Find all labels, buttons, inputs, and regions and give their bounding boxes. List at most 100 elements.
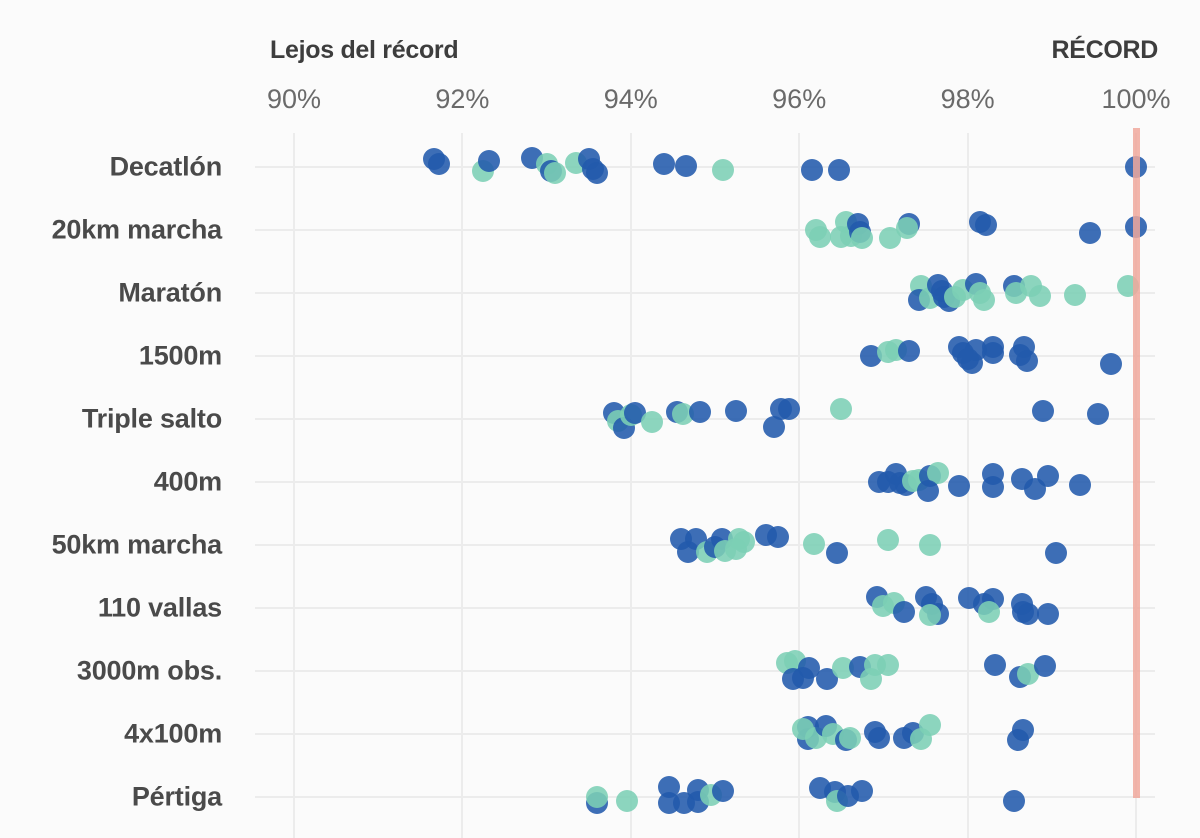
data-point (1068, 474, 1091, 496)
row-label: 110 vallas (97, 592, 222, 623)
x-tick-label: 92% (435, 84, 490, 114)
data-point (586, 162, 609, 184)
data-point (478, 150, 501, 172)
data-point (798, 657, 821, 679)
data-point (640, 411, 663, 433)
data-point (1078, 222, 1101, 244)
row-label: 50km marcha (51, 529, 223, 560)
data-point (948, 475, 971, 497)
data-point (1032, 400, 1055, 422)
data-point (1015, 350, 1038, 372)
data-point (977, 601, 1000, 623)
data-point (876, 654, 899, 676)
data-point (1064, 284, 1087, 306)
data-point (1036, 465, 1059, 487)
data-point (712, 780, 735, 802)
horizontal-gridline (255, 607, 1155, 609)
data-point (893, 601, 916, 623)
data-point (1087, 403, 1110, 425)
row-label: Triple salto (81, 403, 222, 434)
horizontal-gridline (255, 229, 1155, 231)
data-point (767, 526, 790, 548)
data-point (725, 400, 748, 422)
data-point (879, 227, 902, 249)
horizontal-gridline (255, 670, 1155, 672)
data-point (1002, 790, 1025, 812)
data-point (762, 416, 785, 438)
x-tick-label: 94% (603, 84, 658, 114)
data-point (616, 790, 639, 812)
data-point (778, 398, 801, 420)
data-point (831, 657, 854, 679)
data-point (917, 480, 940, 502)
data-point (1034, 655, 1057, 677)
data-point (586, 786, 609, 808)
data-point (851, 780, 874, 802)
data-point (1029, 285, 1051, 307)
horizontal-gridline (255, 292, 1155, 294)
data-point (674, 155, 697, 177)
data-point (859, 345, 882, 367)
data-point (800, 159, 823, 181)
data-point (859, 668, 882, 690)
data-point (733, 531, 756, 553)
data-point (1036, 603, 1059, 625)
data-point (981, 342, 1004, 364)
horizontal-gridline (255, 733, 1155, 735)
data-point (851, 227, 874, 249)
x-tick-label: 98% (940, 84, 995, 114)
row-label: Decatlón (109, 151, 223, 182)
data-point (1017, 663, 1040, 685)
data-point (544, 162, 567, 184)
vertical-gridline (798, 133, 801, 838)
record-line (1132, 128, 1140, 798)
data-point (918, 534, 941, 556)
data-point (830, 398, 853, 420)
horizontal-gridline (255, 355, 1155, 357)
data-point (802, 533, 825, 555)
data-point (897, 340, 920, 362)
data-point (868, 727, 891, 749)
data-point (688, 401, 711, 423)
data-point (827, 159, 850, 181)
data-point (427, 153, 450, 175)
x-tick-label: 90% (266, 84, 322, 114)
data-point (653, 153, 676, 175)
x-tick-label: 100% (1101, 84, 1171, 114)
data-point (672, 403, 694, 425)
row-label: 1500m (138, 340, 222, 371)
data-point (1099, 353, 1122, 375)
row-label: 400m (153, 466, 222, 497)
data-point (876, 529, 899, 551)
data-point (965, 339, 988, 361)
data-point (973, 289, 996, 311)
data-point (918, 714, 941, 736)
data-point (927, 462, 950, 484)
data-point (624, 402, 646, 424)
data-point (1017, 603, 1040, 625)
header-record-label: RÉCORD (1051, 36, 1158, 64)
header-left-label: Lejos del récord (270, 36, 459, 64)
data-point (975, 214, 998, 236)
vertical-gridline (293, 133, 295, 838)
vertical-gridline (629, 133, 632, 838)
data-point (809, 226, 832, 248)
data-point (1045, 542, 1067, 564)
data-point (918, 604, 941, 626)
row-label: Pértiga (131, 781, 222, 812)
data-point (895, 217, 918, 239)
data-point (826, 542, 849, 564)
data-point (712, 159, 735, 181)
horizontal-gridline (255, 166, 1155, 168)
row-label: 3000m obs. (76, 655, 222, 686)
horizontal-gridline (255, 481, 1155, 483)
data-point (1012, 719, 1035, 741)
row-label: 4x100m (124, 718, 222, 749)
x-tick-label: 96% (772, 84, 827, 114)
row-label: Maratón (118, 277, 222, 308)
row-label: 20km marcha (51, 214, 223, 245)
data-point (838, 727, 861, 749)
data-point (981, 476, 1004, 498)
vertical-gridline (461, 133, 464, 838)
